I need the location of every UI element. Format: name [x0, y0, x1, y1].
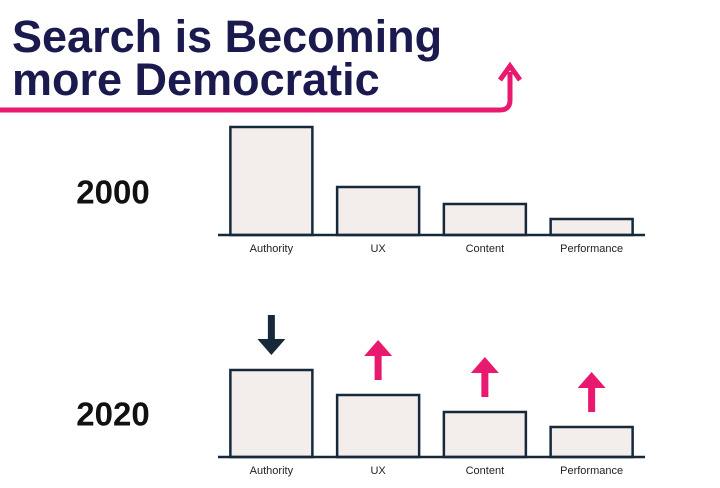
category-label: UX — [370, 465, 386, 477]
year-label: 2000 — [76, 174, 149, 211]
category-label: Authority — [250, 465, 294, 477]
bar — [442, 202, 528, 237]
change-arrow-head — [257, 339, 286, 355]
slide-title: Search is Becoming — [12, 11, 442, 62]
change-arrow-head — [364, 340, 393, 356]
bar — [229, 368, 314, 459]
bar — [335, 185, 421, 237]
category-label: UX — [370, 243, 386, 255]
bar — [229, 125, 314, 237]
bar — [442, 410, 528, 459]
change-arrow-head — [470, 357, 499, 373]
bar — [549, 425, 634, 459]
bar — [549, 217, 634, 237]
change-arrow-shaft — [374, 352, 382, 380]
category-label: Content — [466, 243, 505, 255]
underline-arrow — [0, 72, 513, 113]
change-arrow-shaft — [481, 369, 489, 397]
underline-arrow-head — [497, 61, 523, 82]
slide-title: more Democratic — [12, 54, 380, 105]
year-label: 2020 — [76, 396, 149, 433]
category-label: Content — [466, 465, 505, 477]
category-label: Authority — [250, 243, 294, 255]
category-label: Performance — [560, 243, 623, 255]
change-arrow-head — [577, 372, 606, 388]
category-label: Performance — [560, 465, 623, 477]
bar — [335, 393, 421, 459]
change-arrow-shaft — [267, 315, 275, 343]
change-arrow-shaft — [588, 384, 596, 412]
